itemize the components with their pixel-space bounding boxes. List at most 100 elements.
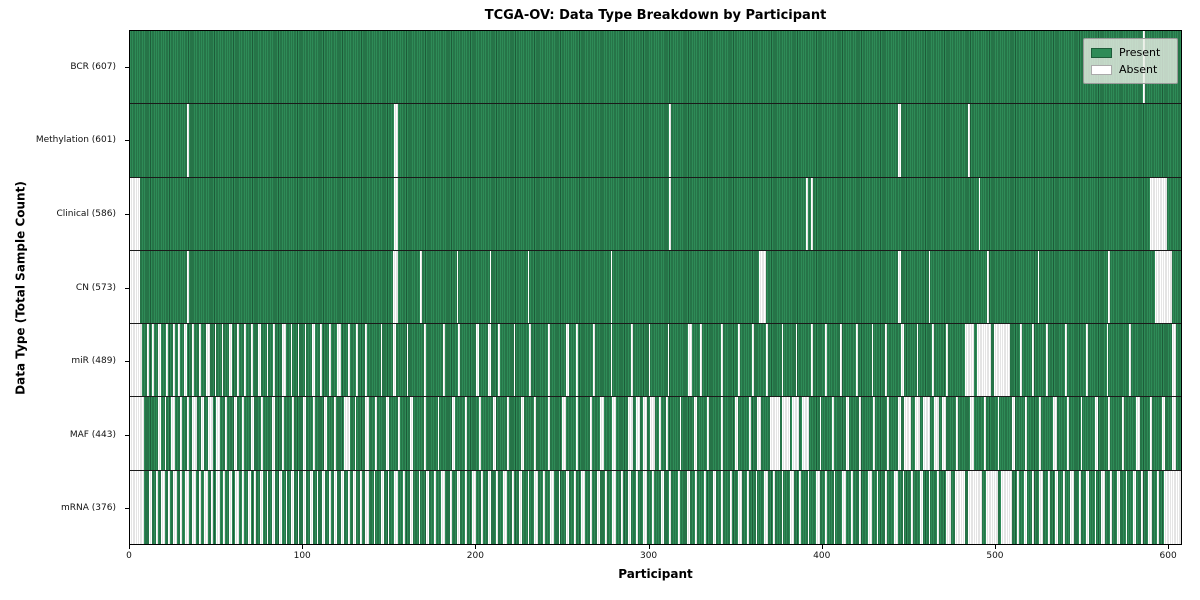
absent-segment xyxy=(273,324,276,397)
absent-segment xyxy=(394,470,398,544)
absent-segment xyxy=(914,397,920,470)
absent-segment xyxy=(994,324,1010,397)
absent-segment xyxy=(610,250,613,324)
absent-segment xyxy=(434,470,436,544)
absent-segment xyxy=(285,470,288,544)
absent-segment xyxy=(1011,397,1016,470)
absent-segment xyxy=(221,324,224,397)
absent-segment xyxy=(1094,397,1099,470)
absent-segment xyxy=(589,397,592,470)
absent-segment xyxy=(885,470,888,544)
absent-segment xyxy=(686,470,691,544)
y-tick-label-miR: miR (489) xyxy=(71,356,116,367)
absent-segment xyxy=(766,324,768,397)
absent-segment xyxy=(214,324,217,397)
absent-segment xyxy=(200,397,205,470)
absent-segment xyxy=(340,470,345,544)
absent-segment xyxy=(707,397,710,470)
absent-segment xyxy=(721,324,723,397)
absent-segment xyxy=(323,397,328,470)
absent-segment xyxy=(1172,397,1176,470)
x-tick-label-400: 400 xyxy=(813,551,831,561)
absent-segment xyxy=(1032,470,1035,544)
absent-segment xyxy=(807,470,810,544)
absent-segment xyxy=(845,397,850,470)
absent-segment xyxy=(228,470,232,544)
absent-segment xyxy=(968,470,983,544)
absent-segment xyxy=(475,324,480,397)
absent-segment xyxy=(297,324,300,397)
x-tick xyxy=(475,545,477,549)
absent-segment xyxy=(650,397,656,470)
absent-segment xyxy=(456,470,461,544)
absent-segment xyxy=(498,324,500,397)
legend-entry-present: Present xyxy=(1091,44,1170,61)
absent-segment xyxy=(1079,470,1081,544)
absent-segment xyxy=(297,470,300,544)
absent-segment xyxy=(266,470,269,544)
heatmap-row-Methylation xyxy=(130,104,1181,178)
absent-segment xyxy=(612,470,616,544)
absent-segment xyxy=(902,470,905,544)
absent-segment xyxy=(199,324,201,397)
absent-segment xyxy=(900,324,905,397)
absent-segment xyxy=(320,324,322,397)
absent-segment xyxy=(945,324,948,397)
absent-segment xyxy=(155,470,158,544)
absent-segment xyxy=(365,397,369,470)
absent-segment xyxy=(1063,470,1066,544)
absent-segment xyxy=(534,397,537,470)
absent-segment xyxy=(180,397,182,470)
absent-segment xyxy=(859,470,862,544)
absent-segment xyxy=(168,470,170,544)
absent-segment xyxy=(1053,397,1057,470)
absent-segment xyxy=(266,324,269,397)
absent-segment xyxy=(1156,470,1159,544)
absent-segment xyxy=(1001,470,1012,544)
absent-segment xyxy=(669,177,672,250)
absent-segment xyxy=(406,324,409,397)
absent-segment xyxy=(365,470,369,544)
absent-segment xyxy=(1172,324,1176,397)
x-axis-label: Participant xyxy=(618,567,693,581)
absent-segment xyxy=(385,397,390,470)
absent-segment xyxy=(824,324,827,397)
absent-segment xyxy=(856,324,858,397)
absent-segment xyxy=(130,470,144,544)
y-tick xyxy=(125,66,129,68)
absent-segment xyxy=(593,324,595,397)
y-tick-label-CN: CN (573) xyxy=(75,282,116,293)
absent-segment xyxy=(605,470,608,544)
y-tick xyxy=(125,287,129,289)
absent-segment xyxy=(805,177,808,250)
absent-segment xyxy=(1085,324,1088,397)
x-tick xyxy=(129,545,130,549)
absent-segment xyxy=(759,250,767,324)
absent-segment xyxy=(513,324,516,397)
absent-segment xyxy=(493,397,497,470)
absent-segment xyxy=(373,470,376,544)
absent-segment xyxy=(755,470,758,544)
absent-segment xyxy=(171,397,175,470)
absent-segment xyxy=(712,470,716,544)
absent-segment xyxy=(207,397,213,470)
absent-segment xyxy=(752,324,755,397)
absent-segment xyxy=(292,397,295,470)
absent-segment xyxy=(876,470,879,544)
legend-entry-absent: Absent xyxy=(1091,61,1170,78)
absent-segment xyxy=(183,324,188,397)
absent-segment xyxy=(1101,470,1105,544)
y-tick xyxy=(125,140,129,142)
absent-segment xyxy=(380,470,385,544)
absent-segment xyxy=(192,470,196,544)
absent-segment xyxy=(472,470,476,544)
x-tick-label-600: 600 xyxy=(1159,551,1177,561)
absent-segment xyxy=(928,250,931,324)
y-tick-label-Clinical: Clinical (586) xyxy=(56,208,116,219)
absent-segment xyxy=(487,324,492,397)
absent-segment xyxy=(1037,250,1040,324)
absent-segment xyxy=(173,470,177,544)
absent-segment xyxy=(480,470,483,544)
x-tick-label-300: 300 xyxy=(639,551,658,561)
absent-segment xyxy=(738,324,741,397)
